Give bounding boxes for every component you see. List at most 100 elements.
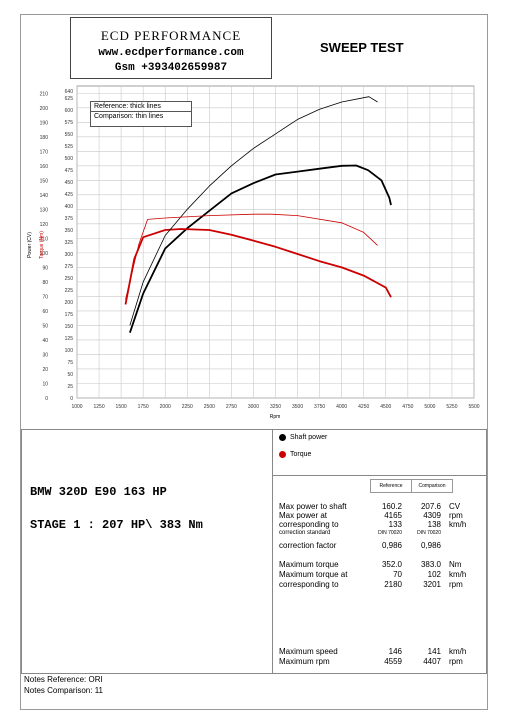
result-label: Max power to shaft: [279, 502, 347, 511]
result-label: Max power at: [279, 511, 328, 520]
legend-torque-label: Torque: [290, 451, 312, 458]
torque-tick-label: 300: [65, 252, 74, 258]
company-phone: Gsm +393402659987: [114, 62, 228, 74]
power-tick-label: 50: [42, 323, 48, 329]
result-reference-value: 146: [388, 647, 402, 656]
x-tick-label: 5250: [446, 404, 457, 410]
legend-shaft-power: Shaft power: [279, 434, 327, 441]
torque-reference-line: [124, 228, 392, 305]
x-tick-label: 1500: [116, 404, 127, 410]
power-tick-label: 190: [40, 120, 49, 126]
torque-tick-label: 375: [65, 216, 74, 222]
x-tick-label: 2000: [160, 404, 171, 410]
torque-tick-label: 75: [67, 360, 73, 366]
torque-tick-label: 425: [65, 192, 74, 198]
torque-tick-label: 250: [65, 276, 74, 282]
result-comparison-value: DIN 70020: [417, 530, 441, 536]
result-reference-value: 0,986: [381, 541, 402, 550]
result-unit: Nm: [449, 560, 462, 569]
result-unit: rpm: [449, 580, 463, 589]
legend-reference: Reference: thick lines: [91, 102, 191, 112]
torque-tick-label: 640: [65, 89, 74, 95]
x-tick-label: 1250: [93, 404, 104, 410]
result-label: Maximum torque at: [279, 570, 348, 579]
torque-comparison-line: [125, 213, 378, 300]
power-tick-label: 100: [40, 251, 49, 257]
company-website: www.ecdperformance.com: [98, 47, 244, 59]
report-sheet: [20, 14, 488, 710]
torque-tick-label: 475: [65, 168, 74, 174]
result-comparison-value: 141: [427, 647, 441, 656]
x-tick-label: 5000: [424, 404, 435, 410]
x-tick-label: 4750: [402, 404, 413, 410]
torque-tick-label: 0: [70, 396, 73, 402]
x-tick-label: 3500: [292, 404, 303, 410]
legend-torque: Torque: [279, 451, 311, 458]
power-tick-label: 210: [40, 91, 49, 97]
power-axis-label: Power (CV): [27, 232, 33, 258]
x-tick-label: 3250: [270, 404, 281, 410]
results-table-header: Reference Comparison: [278, 479, 476, 493]
x-tick-label: 3750: [314, 404, 325, 410]
power-tick-label: 110: [40, 236, 48, 242]
torque-tick-label: 150: [65, 324, 74, 330]
power-tick-label: 0: [45, 396, 48, 402]
result-unit: rpm: [449, 657, 463, 666]
company-logo-box: ECD PERFORMANCE www.ecdperformance.com G…: [70, 17, 272, 79]
col-comparison: Comparison: [411, 479, 453, 493]
result-comparison-value: 207.6: [420, 502, 441, 511]
power-tick-label: 70: [42, 294, 48, 300]
result-unit: CV: [449, 502, 461, 511]
x-tick-label: 1000: [71, 404, 82, 410]
report-title: SWEEP TEST: [320, 40, 404, 55]
result-reference-value: 352.0: [381, 560, 402, 569]
torque-tick-label: 450: [65, 180, 74, 186]
x-tick-label: 2500: [204, 404, 215, 410]
x-tick-label: 4250: [358, 404, 369, 410]
tuning-stage: STAGE 1 : 207 HP\ 383 Nm: [30, 518, 203, 532]
result-unit: rpm: [449, 511, 463, 520]
result-label: Maximum torque: [279, 560, 339, 569]
torque-tick-label: 225: [65, 288, 74, 294]
car-model: BMW 320D E90 163 HP: [30, 485, 167, 499]
torque-tick-label: 575: [65, 120, 74, 126]
x-axis-label: Rpm: [270, 414, 281, 420]
result-comparison-value: 102: [427, 570, 441, 579]
power-tick-label: 200: [40, 106, 49, 112]
x-tick-label: 2250: [182, 404, 193, 410]
torque-tick-label: 625: [65, 96, 74, 102]
result-label: corresponding to: [279, 520, 339, 529]
result-reference-value: 133: [388, 520, 402, 529]
result-comparison-value: 0,986: [420, 541, 441, 550]
results-panel: [272, 475, 487, 674]
car-panel: [21, 429, 273, 674]
torque-tick-label: 500: [65, 156, 74, 162]
power-tick-label: 60: [42, 309, 48, 315]
torque-tick-label: 275: [65, 264, 74, 270]
result-label: correction factor: [279, 541, 337, 550]
power-tick-label: 90: [42, 265, 48, 271]
x-tick-label: 4000: [336, 404, 347, 410]
result-reference-value: 2180: [384, 580, 402, 589]
power-tick-label: 30: [42, 352, 48, 358]
power-tick-label: 180: [40, 135, 49, 141]
torque-tick-label: 50: [67, 372, 73, 378]
result-reference-value: 4559: [384, 657, 402, 666]
result-comparison-value: 138: [427, 520, 441, 529]
torque-tick-label: 25: [67, 384, 73, 390]
x-tick-label: 4500: [380, 404, 391, 410]
power-tick-label: 170: [40, 149, 49, 155]
power-tick-label: 160: [40, 164, 49, 170]
result-comparison-value: 4407: [423, 657, 441, 666]
torque-tick-label: 175: [65, 312, 74, 318]
power-tick-label: 10: [42, 381, 48, 387]
result-reference-value: 4165: [384, 511, 402, 520]
torque-tick-label: 525: [65, 144, 74, 150]
legend-comparison: Comparison: thin lines: [94, 113, 164, 120]
result-label: Maximum speed: [279, 647, 338, 656]
x-tick-label: 1750: [138, 404, 149, 410]
result-unit: km/h: [449, 647, 467, 656]
torque-tick-label: 100: [65, 348, 74, 354]
power-tick-label: 150: [40, 178, 49, 184]
torque-axis-label: Torque (Nm): [39, 231, 45, 259]
